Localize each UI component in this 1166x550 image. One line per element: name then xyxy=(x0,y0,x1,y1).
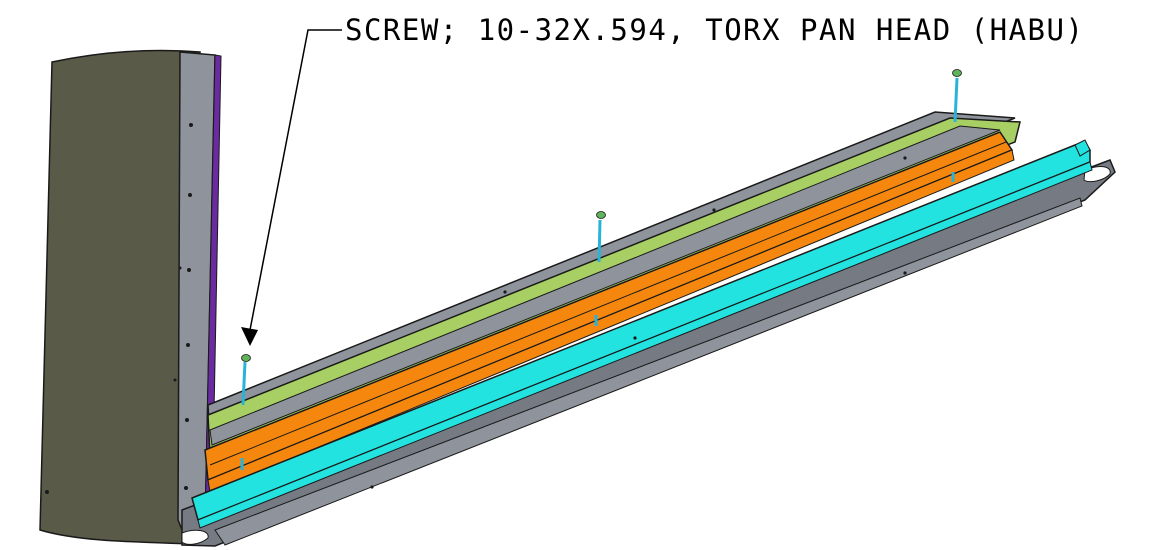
screw-shaft xyxy=(597,219,602,263)
orange-channel-edge xyxy=(209,141,1007,466)
hole xyxy=(173,378,177,382)
frame-rail-flange xyxy=(214,197,1083,546)
side-panel xyxy=(39,49,222,546)
screw-near xyxy=(241,354,251,406)
hole xyxy=(188,193,192,197)
cyan-channel-top xyxy=(191,141,1091,522)
orange-channel xyxy=(204,131,1015,493)
hole xyxy=(503,290,507,294)
screw-middle xyxy=(596,211,606,263)
screw-far xyxy=(952,69,962,123)
screw-head xyxy=(241,354,251,362)
frame-rail xyxy=(181,159,1116,547)
rail-holes xyxy=(370,156,907,489)
hole xyxy=(187,268,191,272)
screw-head xyxy=(596,211,606,219)
green-channel-groove xyxy=(209,125,1001,446)
screw-shaft xyxy=(241,361,247,406)
orange-channel-top xyxy=(204,131,1014,482)
screw-stubs xyxy=(240,172,955,470)
cyan-channel-end-tab xyxy=(1074,139,1091,157)
hole xyxy=(712,208,716,212)
cyan-channel-lip xyxy=(197,161,1093,529)
hole xyxy=(184,486,188,490)
hole xyxy=(186,343,190,347)
hole xyxy=(189,123,193,127)
arrowhead-icon xyxy=(241,327,258,346)
cyan-channel xyxy=(191,139,1093,529)
screw-head xyxy=(952,69,962,77)
hole xyxy=(178,266,182,270)
callout-leader xyxy=(241,29,342,346)
hole xyxy=(45,490,49,494)
hole xyxy=(903,271,907,275)
frame-rail-near-slot xyxy=(181,529,209,545)
hole xyxy=(370,485,374,489)
frame-rail-bottom xyxy=(181,159,1116,547)
callout-label: SCREW; 10-32X.594, TORX PAN HEAD (HABU) xyxy=(345,13,1084,47)
hole xyxy=(633,336,637,340)
orange-channel-wall xyxy=(207,149,1015,493)
leader-line xyxy=(249,29,342,331)
side-panel-holes xyxy=(45,123,193,494)
hole xyxy=(185,418,189,422)
screw-shaft xyxy=(953,77,959,123)
hole xyxy=(903,156,907,160)
